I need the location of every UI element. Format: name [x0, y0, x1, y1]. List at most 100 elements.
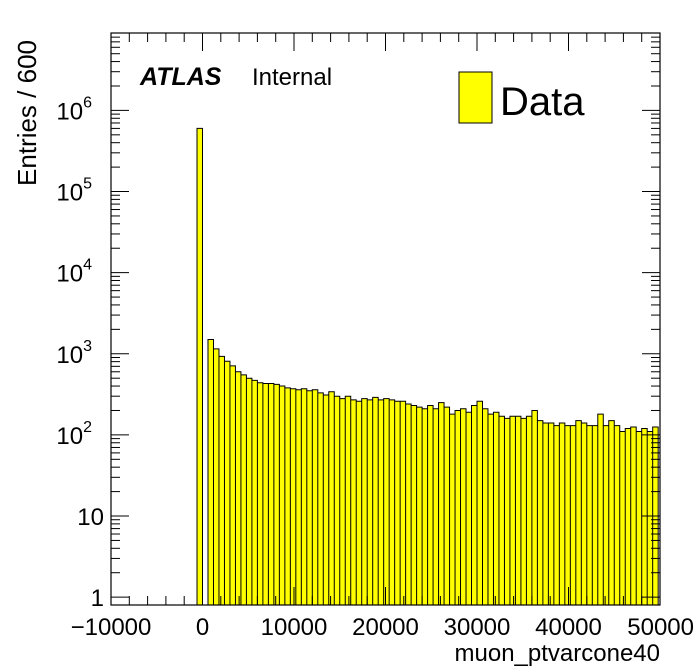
histogram-bar — [553, 425, 560, 605]
histogram-bar — [482, 408, 488, 605]
histogram-bar — [449, 414, 456, 605]
histogram-bar — [438, 402, 445, 605]
histogram-bar — [422, 408, 428, 605]
y-axis-tick-labels: 1 10 102 103 104 105 106 — [56, 94, 104, 612]
histogram-bar — [235, 371, 241, 605]
x-tick-label: 50000 — [627, 614, 694, 641]
histogram-bar — [444, 407, 450, 605]
x-axis-ticks — [110, 33, 661, 605]
histogram-bar — [597, 414, 604, 605]
histogram-bar — [625, 428, 631, 605]
y-axis-label: Entries / 600 — [12, 40, 42, 186]
histogram-bar — [504, 418, 510, 605]
histogram-bar — [356, 401, 362, 605]
x-tick-label: 30000 — [444, 614, 511, 641]
histogram-bar — [405, 404, 412, 605]
histogram-bar — [372, 397, 379, 605]
histogram-bar — [284, 387, 291, 605]
x-tick-label: 20000 — [352, 614, 419, 641]
histogram-bar — [570, 425, 576, 605]
histogram-bar — [257, 382, 263, 605]
histogram-bar — [345, 396, 351, 605]
histogram-bar — [564, 425, 571, 605]
histogram-bar — [367, 399, 373, 605]
histogram-bar — [603, 425, 609, 605]
histogram-bar — [251, 380, 258, 605]
histogram-bar — [592, 425, 598, 605]
histogram-bar — [416, 407, 423, 605]
histogram-bar — [394, 401, 401, 605]
histogram-bar — [213, 348, 219, 605]
histogram-bar — [641, 428, 648, 605]
histogram-bar — [477, 401, 483, 605]
histogram-bar — [317, 392, 324, 605]
histogram-bar — [197, 128, 203, 605]
y-axis-ticks — [111, 32, 660, 598]
histogram-bar — [240, 374, 247, 605]
histogram-bar — [224, 361, 230, 605]
x-axis-label: muon_ptvarcone40 — [455, 640, 660, 667]
histogram-bar — [334, 396, 340, 605]
histogram-bar — [515, 416, 521, 605]
histogram-bar — [433, 408, 439, 605]
histogram-bar — [268, 383, 274, 605]
histogram-bar — [455, 410, 461, 605]
histogram-bar — [531, 410, 538, 605]
histogram-bar — [389, 399, 395, 605]
histogram-bar — [262, 383, 269, 605]
histogram-bar — [619, 431, 626, 605]
histogram-bar — [400, 401, 406, 605]
y-tick-label: 104 — [56, 257, 92, 288]
histogram-bar — [427, 405, 434, 605]
histogram-bar — [383, 398, 390, 605]
histogram-bar — [575, 420, 582, 605]
histogram-bar — [471, 405, 477, 605]
histogram-bar — [608, 420, 615, 605]
histogram-bar — [339, 398, 346, 605]
histogram-bar — [520, 418, 527, 605]
histogram-bar — [493, 412, 499, 605]
histogram-bar — [498, 416, 505, 605]
y-tick-label: 1 — [91, 585, 104, 612]
histogram-bar — [542, 423, 549, 605]
histogram-bar — [312, 389, 318, 605]
histogram-bar — [586, 425, 593, 605]
histogram-bar — [229, 365, 236, 605]
histogram-bars — [197, 128, 659, 605]
atlas-label: ATLAS — [139, 63, 222, 91]
y-tick-label: 106 — [56, 94, 92, 125]
histogram-bar — [509, 416, 516, 605]
y-tick-label: 10 — [77, 504, 104, 531]
histogram-bar — [630, 427, 637, 605]
x-axis-tick-labels: −10000 0 10000 20000 30000 40000 50000 — [71, 614, 694, 641]
histogram-bar — [487, 414, 494, 605]
histogram-bar — [636, 431, 642, 605]
y-tick-label: 103 — [56, 338, 92, 369]
histogram-bar — [466, 412, 472, 605]
histogram-bar — [301, 388, 307, 605]
y-tick-label: 105 — [56, 176, 92, 207]
histogram-bar — [614, 425, 620, 605]
histogram-bar — [537, 420, 543, 605]
x-tick-label: 40000 — [535, 614, 602, 641]
x-tick-label: 0 — [196, 614, 209, 641]
histogram-bar — [411, 405, 417, 605]
histogram-bar — [350, 399, 357, 605]
histogram-bar — [526, 416, 532, 605]
histogram-bar — [581, 423, 587, 605]
histogram-bar — [273, 384, 280, 605]
histogram-outline — [196, 127, 659, 605]
histogram-bar — [218, 356, 225, 605]
x-tick-label: 10000 — [261, 614, 328, 641]
histogram-bar — [290, 388, 296, 605]
histogram-bar — [306, 390, 313, 605]
legend-swatch — [458, 71, 493, 124]
histogram-bar — [328, 391, 335, 605]
x-tick-label: −10000 — [71, 614, 152, 641]
histogram-bar — [559, 423, 565, 605]
histogram-bar — [323, 395, 329, 605]
histogram-bar — [460, 408, 467, 605]
histogram-bar — [548, 423, 554, 605]
histogram-bar — [246, 378, 252, 605]
